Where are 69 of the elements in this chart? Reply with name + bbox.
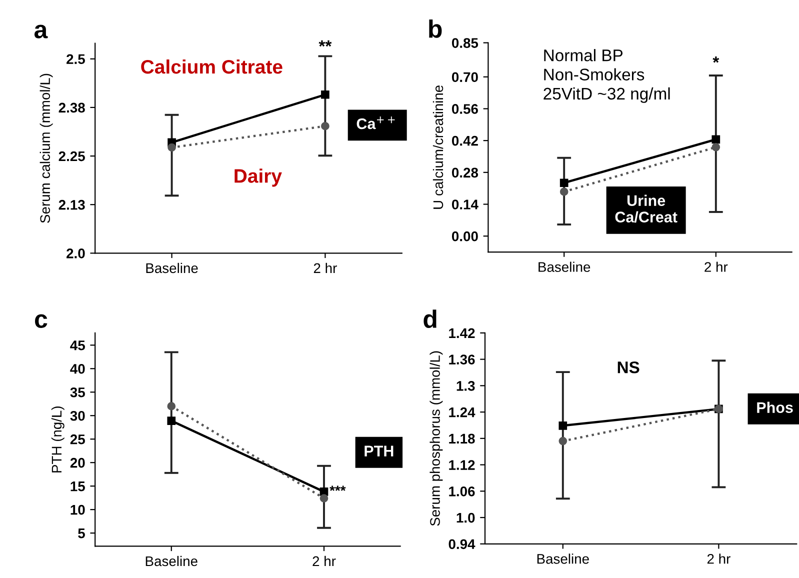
y-tick-label: 35 (70, 387, 85, 398)
y-tick-label: 2.0 (66, 248, 85, 258)
y-tick-label: 25 (70, 434, 85, 444)
x-tick-label: Baseline (538, 262, 590, 272)
annotation: Calcium Citrate (141, 59, 282, 74)
y-axis-title: Serum calcium (mmol/L) (40, 74, 53, 223)
y-tick-label: 1.42 (449, 328, 475, 338)
y-tick-label: 0.56 (452, 104, 478, 114)
y-tick-label: 0.94 (448, 539, 476, 550)
y-axis-title: U calcium/creatinine (432, 85, 444, 209)
x-tick-label: 2 hr (312, 556, 336, 566)
x-tick-label: Baseline (146, 556, 198, 566)
y-axis-title: Serum phosphorus (mmol/L) (430, 351, 443, 526)
y-tick-label: 5 (78, 528, 85, 538)
point (167, 402, 176, 410)
point (558, 436, 568, 446)
point (321, 90, 330, 99)
y-tick-label: 1.06 (449, 486, 475, 496)
y-tick-label: 1.18 (449, 434, 475, 444)
point (558, 422, 568, 430)
annotation: *** (330, 486, 346, 491)
y-tick-label: 1.0 (456, 512, 475, 523)
point (167, 416, 176, 425)
y-tick-label: 45 (70, 340, 85, 350)
point (712, 142, 720, 152)
point (320, 494, 328, 502)
x-tick-label: Baseline (537, 554, 589, 564)
chart-title: c (35, 314, 48, 328)
annotation: PTH (364, 446, 394, 456)
y-tick-label: 30 (70, 410, 85, 421)
y-tick-label: 2.5 (66, 54, 85, 64)
x-tick-label: Baseline (146, 262, 198, 274)
y-tick-label: 0.28 (452, 168, 478, 178)
annotation: * (712, 56, 720, 63)
annotation: Ca$^{++}$ (356, 116, 395, 130)
x-tick-label: 2 hr (707, 554, 730, 564)
chart-title: b (429, 19, 442, 38)
annotation: NS (618, 361, 640, 374)
x-tick-label: 2 hr (704, 262, 728, 272)
y-tick-label: 10 (70, 504, 85, 515)
y-tick-label: 1.36 (449, 354, 475, 364)
y-tick-label: 1.12 (449, 460, 475, 470)
y-tick-label: 2.13 (58, 200, 85, 210)
annotation: Phos (757, 402, 793, 413)
chart-title: d (424, 310, 436, 328)
x-tick-label: 2 hr (314, 262, 337, 273)
annotation: Dairy (234, 168, 282, 187)
y-tick-label: 1.3 (456, 381, 475, 391)
annotation: Normal BP Non-Smokers 25VitD ~32 ng/ml (544, 49, 670, 103)
y-tick-label: 20 (70, 458, 85, 468)
y-tick-label: 40 (70, 364, 85, 374)
annotation: ** (318, 40, 332, 47)
y-tick-label: 0.14 (452, 200, 478, 210)
y-tick-label: 1.24 (449, 407, 476, 418)
point (712, 135, 720, 144)
y-tick-label: 0.00 (452, 231, 478, 242)
y-tick-label: 2.38 (58, 102, 85, 113)
point (560, 188, 568, 196)
y-tick-label: 0.85 (452, 38, 478, 48)
y-tick-label: 0.70 (452, 72, 478, 82)
y-tick-label: 2.25 (58, 151, 85, 162)
point (560, 178, 568, 188)
y-tick-label: 0.42 (452, 136, 478, 146)
y-tick-label: 15 (70, 482, 85, 492)
point (168, 143, 176, 152)
y-axis-title: PTH (ng/L) (51, 406, 64, 472)
annotation: Urine Ca/Creat (615, 194, 678, 223)
chart-title: a (34, 24, 48, 38)
point (321, 122, 330, 130)
